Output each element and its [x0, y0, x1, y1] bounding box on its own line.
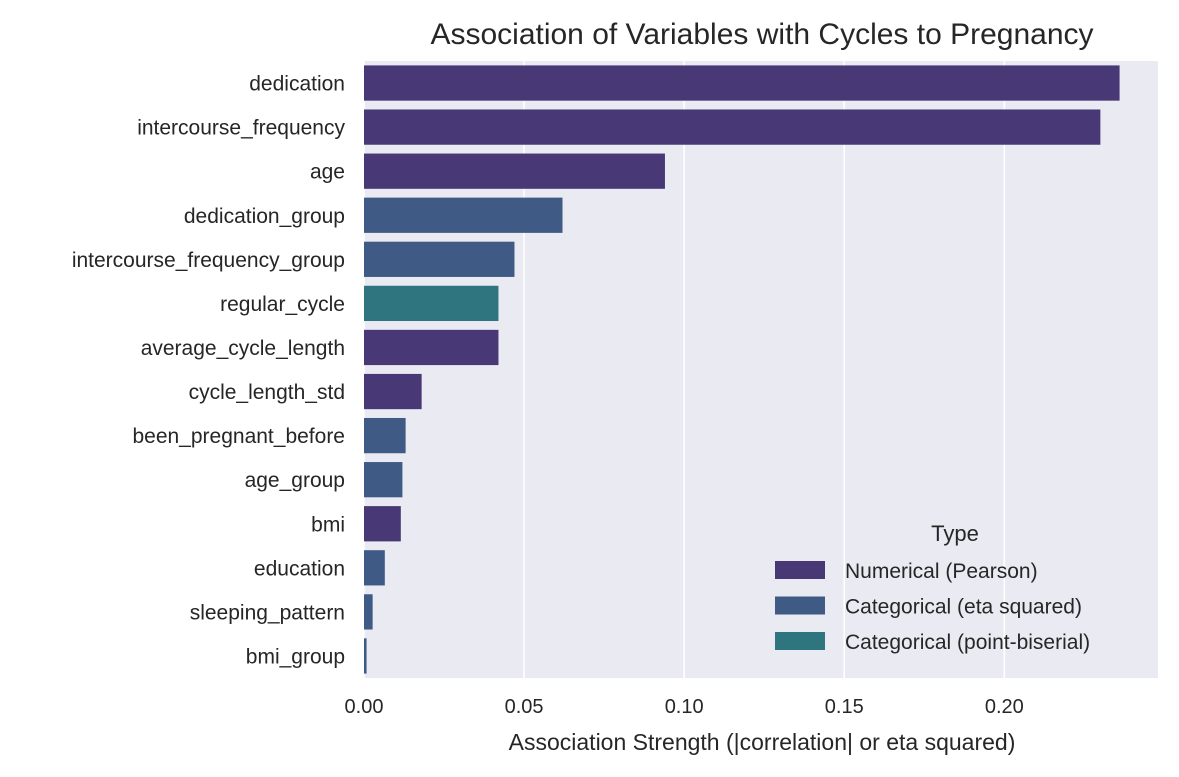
x-tick-labels: 0.00 0.05 0.10 0.15 0.20	[345, 696, 1024, 718]
bars	[364, 65, 1120, 674]
bar	[364, 153, 665, 189]
y-tick-label: regular_cycle	[220, 293, 345, 316]
y-tick-label: dedication	[249, 73, 345, 96]
bar	[364, 550, 385, 586]
bar	[364, 109, 1101, 145]
legend-swatch	[775, 632, 825, 650]
bar	[364, 241, 515, 277]
bar	[364, 197, 563, 233]
y-tick-label: bmi_group	[246, 645, 345, 668]
bar	[364, 373, 422, 410]
y-tick-label: intercourse_frequency_group	[72, 249, 345, 272]
bar	[364, 65, 1120, 101]
y-tick-label: age	[310, 161, 345, 184]
y-tick-label: dedication_group	[184, 205, 345, 228]
y-tick-label: sleeping_pattern	[190, 601, 345, 624]
legend-label: Categorical (point-biserial)	[845, 631, 1090, 654]
x-tick-label: 0.15	[825, 696, 864, 718]
legend-label: Categorical (eta squared)	[845, 596, 1082, 619]
legend-label: Numerical (Pearson)	[845, 560, 1038, 583]
x-tick-label: 0.20	[985, 696, 1024, 718]
x-axis-label: Association Strength (|correlation| or e…	[509, 729, 1016, 755]
y-tick-label: been_pregnant_before	[132, 425, 345, 448]
y-tick-label: cycle_length_std	[189, 381, 345, 404]
legend: Type Numerical (Pearson) Categorical (eta…	[775, 521, 1090, 654]
legend-title: Type	[931, 521, 979, 546]
bar	[364, 329, 499, 366]
legend-swatch	[775, 561, 825, 579]
y-tick-label: bmi	[311, 513, 345, 536]
bar	[364, 638, 367, 674]
bar	[364, 285, 499, 322]
y-tick-label: average_cycle_length	[141, 337, 345, 360]
bar	[364, 462, 403, 498]
y-tick-label: intercourse_frequency	[137, 117, 345, 140]
bar	[364, 417, 406, 454]
bar	[364, 506, 401, 542]
x-tick-label: 0.05	[505, 696, 544, 718]
x-tick-label: 0.10	[665, 696, 704, 718]
chart-title: Association of Variables with Cycles to …	[430, 18, 1093, 51]
legend-swatch	[775, 596, 825, 615]
x-tick-label: 0.00	[345, 696, 384, 718]
bar	[364, 594, 373, 630]
y-tick-label: education	[254, 557, 345, 580]
y-tick-label: age_group	[245, 469, 345, 492]
